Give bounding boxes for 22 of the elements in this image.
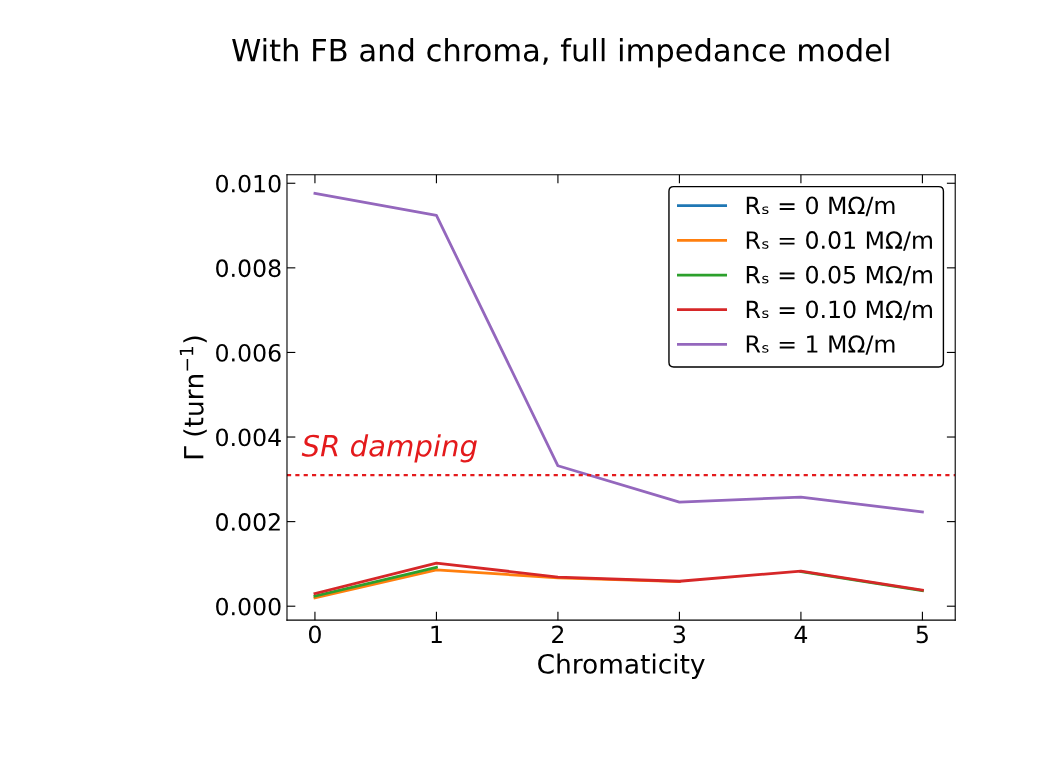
legend-label: Rₛ = 0.01 MΩ/m (746, 231, 932, 251)
legend-label: Rₛ = 1 MΩ/m (746, 335, 895, 355)
x-tick-label: 3 (673, 625, 686, 644)
x-tick-label: 5 (916, 625, 928, 644)
y-axis-title: Γ (turn$^{−1}$) (179, 336, 207, 459)
chart-title: With FB and chroma, full impedance model (232, 38, 889, 68)
y-tick-label: 0.008 (216, 259, 281, 278)
x-axis-title: Chromaticity (538, 653, 705, 679)
line-series (313, 561, 924, 595)
legend-label: Rₛ = 0.10 MΩ/m (746, 300, 932, 321)
y-tick-label: 0.000 (216, 597, 281, 616)
ref-line-label: SR damping (301, 434, 477, 463)
x-tick-label: 0 (308, 625, 321, 644)
x-tick-label: 2 (552, 625, 564, 643)
x-tick-label: 4 (794, 625, 808, 643)
y-tick-label: 0.010 (216, 174, 281, 193)
y-tick-label: 0.002 (216, 513, 280, 531)
y-tick-label: 0.006 (216, 343, 281, 362)
legend-label: Rₛ = 0.05 MΩ/m (746, 265, 932, 286)
y-tick-label: 0.004 (216, 428, 281, 447)
x-tick-label: 1 (431, 625, 442, 643)
legend-label: Rₛ = 0 MΩ/m (746, 196, 895, 217)
